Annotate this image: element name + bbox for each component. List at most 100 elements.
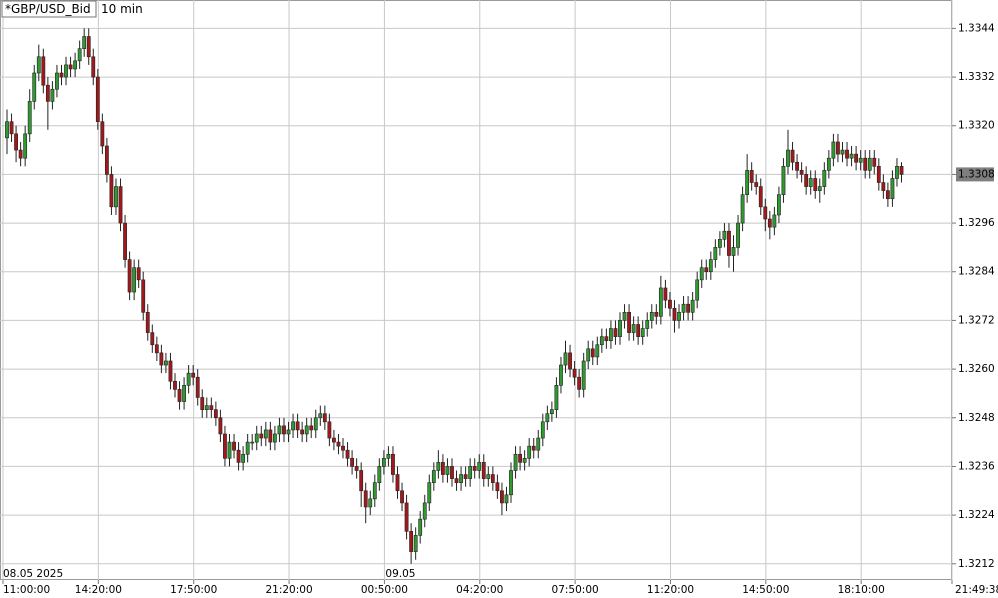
- y-tick-label: 1.3248: [958, 412, 995, 424]
- candle-body: [536, 437, 541, 451]
- candle-body: [350, 458, 354, 467]
- y-tick-label: 1.3320: [958, 120, 995, 132]
- candle-body: [404, 502, 409, 532]
- candle-body: [772, 214, 777, 228]
- x-tick-label: 14:50:00: [742, 584, 789, 596]
- candle-body: [754, 182, 759, 187]
- candle-body: [813, 178, 818, 191]
- candle-body: [409, 531, 414, 552]
- candle-body: [636, 324, 641, 337]
- candle-body: [808, 178, 813, 187]
- candle-body: [450, 466, 454, 479]
- candle-body: [581, 360, 586, 390]
- candle-body: [254, 433, 259, 443]
- candle-body: [332, 437, 336, 443]
- candle-body: [649, 312, 654, 321]
- candle-body: [713, 247, 718, 260]
- x-tick-label: 07:50:00: [552, 584, 599, 596]
- candle-body: [177, 389, 182, 402]
- candle-body: [236, 449, 241, 463]
- candle-body: [313, 417, 318, 431]
- candle-body: [114, 186, 118, 208]
- candle-body: [695, 279, 700, 301]
- candle-body: [599, 336, 604, 346]
- candle-body: [727, 230, 731, 256]
- candle-body: [245, 441, 250, 455]
- candle-body: [263, 429, 268, 439]
- y-tick-label: 1.3260: [958, 363, 995, 375]
- candle-body: [436, 462, 441, 471]
- candle-body: [391, 453, 395, 475]
- candle-body: [23, 133, 28, 159]
- candle-body: [445, 466, 450, 475]
- plot-area: [0, 0, 952, 580]
- candle-body: [18, 149, 23, 159]
- candle-body: [5, 121, 9, 139]
- candle-body: [590, 348, 595, 358]
- candle-body: [786, 149, 790, 167]
- x-tick-label: 17:50:00: [170, 584, 217, 596]
- candle-body: [749, 170, 754, 183]
- last-price-box: [956, 167, 994, 182]
- candle-body: [604, 336, 609, 341]
- candle-body: [849, 153, 854, 159]
- candle-body: [645, 320, 650, 329]
- candle-body: [681, 303, 686, 313]
- y-tick-label: 1.3224: [958, 509, 995, 521]
- candle-body: [736, 222, 740, 248]
- candle-body: [59, 72, 64, 78]
- candle-body: [441, 462, 445, 475]
- candle-body: [527, 445, 532, 459]
- candle-body: [27, 101, 32, 135]
- candle-body: [790, 149, 795, 163]
- candle-body: [817, 186, 822, 191]
- candle-body: [191, 372, 196, 378]
- candle-body: [826, 157, 831, 171]
- candle-body: [50, 88, 55, 102]
- x-tick-label: 11:00:00: [3, 584, 50, 596]
- candle-body: [381, 458, 386, 467]
- candle-body: [767, 218, 772, 228]
- candle-body: [86, 36, 91, 58]
- candle-body: [345, 449, 350, 459]
- candle-body: [141, 279, 146, 313]
- candle-body: [686, 303, 691, 313]
- candle-body: [277, 425, 282, 435]
- candle-body: [622, 312, 627, 321]
- candle-body: [722, 230, 727, 240]
- candle-body: [91, 56, 96, 78]
- candle-body: [77, 48, 82, 62]
- candle-body: [395, 474, 400, 492]
- candle-body: [418, 518, 423, 536]
- candle-body: [518, 453, 522, 463]
- candle-body: [708, 259, 713, 273]
- candle-body: [799, 170, 804, 175]
- candle-body: [132, 267, 137, 293]
- candle-body: [327, 421, 332, 439]
- candle-body: [359, 470, 364, 492]
- candle-body: [477, 462, 482, 471]
- x-tick-label: 04:20:00: [456, 584, 503, 596]
- y-tick-label: 1.3212: [958, 558, 995, 570]
- y-tick-label: 1.3296: [958, 217, 995, 229]
- candle-body: [677, 312, 681, 321]
- candle-body: [336, 441, 341, 447]
- candle-body: [82, 36, 87, 49]
- candle-body: [500, 490, 504, 504]
- candle-body: [14, 133, 18, 151]
- candle-body: [481, 462, 486, 479]
- candle-body: [259, 433, 264, 439]
- candle-body: [413, 535, 418, 552]
- candle-body: [858, 157, 863, 163]
- candle-body: [781, 165, 786, 195]
- candle-body: [495, 482, 500, 492]
- candle-body: [36, 56, 41, 74]
- candle-body: [563, 352, 568, 366]
- candle-body: [304, 425, 309, 435]
- candle-body: [618, 320, 622, 337]
- candle-body: [745, 170, 750, 195]
- candle-body: [540, 421, 545, 439]
- candle-body: [55, 72, 59, 90]
- candle-body: [531, 445, 536, 451]
